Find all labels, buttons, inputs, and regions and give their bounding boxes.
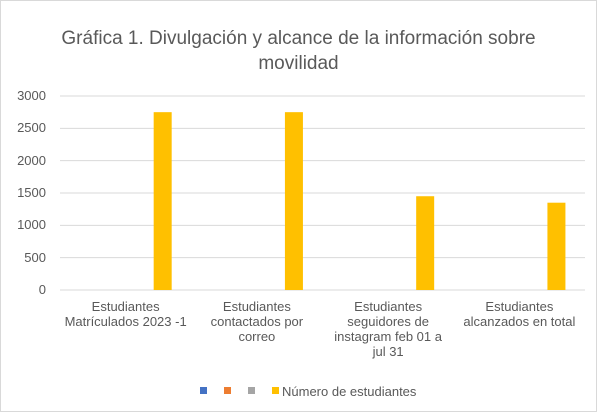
x-tick-label: Estudiantes alcanzados en total bbox=[463, 299, 576, 329]
bar bbox=[153, 112, 172, 291]
bar bbox=[416, 196, 435, 290]
x-tick-label: Estudiantes contactados por correo bbox=[210, 299, 304, 344]
y-tick-label: 1000 bbox=[17, 217, 46, 233]
legend-swatch bbox=[272, 387, 279, 394]
legend-swatch bbox=[200, 387, 207, 394]
legend-swatch bbox=[224, 387, 231, 394]
y-tick-label: 500 bbox=[24, 249, 46, 265]
y-tick-label: 1500 bbox=[17, 185, 46, 200]
y-tick-label: 0 bbox=[38, 282, 46, 297]
chart-title: Gráfica 1. Divulgación y alcance de la i… bbox=[61, 28, 536, 74]
bar bbox=[547, 202, 566, 290]
y-tick-label: 2000 bbox=[17, 152, 46, 168]
bar bbox=[284, 112, 303, 291]
y-tick-label: 3000 bbox=[17, 88, 46, 103]
y-tick-label: 2500 bbox=[17, 120, 46, 136]
x-tick-label: Estudiantes Matrículados 2023 -1 bbox=[64, 299, 187, 329]
x-tick-label: Estudiantes seguidores de instagram feb … bbox=[334, 299, 442, 359]
legend-label: Número de estudiantes bbox=[282, 384, 417, 399]
legend-swatch bbox=[248, 387, 255, 394]
